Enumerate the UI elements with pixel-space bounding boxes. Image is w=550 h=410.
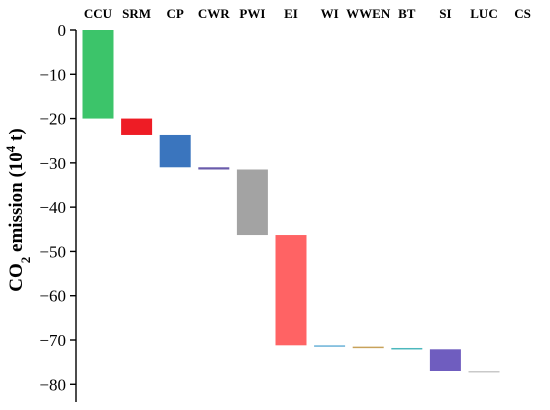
y-tick-label: −40 bbox=[39, 198, 66, 217]
bar-ccu bbox=[82, 30, 114, 119]
bar-si bbox=[429, 349, 461, 371]
category-label: BT bbox=[398, 6, 416, 21]
bar-luc bbox=[468, 371, 500, 373]
category-label: SRM bbox=[122, 6, 151, 21]
y-tick-label: −20 bbox=[39, 110, 66, 129]
y-tick-label: −10 bbox=[39, 65, 66, 84]
category-label: EI bbox=[284, 6, 298, 21]
bar-cwr bbox=[198, 167, 230, 170]
bars bbox=[82, 30, 539, 374]
bar-cs bbox=[507, 371, 539, 374]
y-tick-label: 0 bbox=[58, 21, 67, 40]
bar-pwi bbox=[236, 169, 268, 236]
y-tick-label: −70 bbox=[39, 331, 66, 350]
category-label: WI bbox=[321, 6, 339, 21]
bar-cp bbox=[159, 134, 191, 168]
y-tick-label: −50 bbox=[39, 242, 66, 261]
y-tick-label: −60 bbox=[39, 287, 66, 306]
category-label: CP bbox=[167, 6, 184, 21]
category-labels: CCU SRM CP CWR PWI EI WI WWEN BT SI LUC CS bbox=[84, 6, 531, 21]
category-label: CCU bbox=[84, 6, 113, 21]
y-axis-label: CO2 emission (104 t) bbox=[3, 128, 33, 291]
bar-srm bbox=[121, 118, 153, 135]
category-label: PWI bbox=[239, 6, 265, 21]
bar-wi bbox=[314, 345, 346, 347]
bar-bt bbox=[391, 347, 423, 350]
bar-ei bbox=[275, 235, 307, 346]
category-label: LUC bbox=[470, 6, 497, 21]
bar-wwen bbox=[352, 346, 384, 349]
y-axis: 0 −10 −20 −30 −40 −50 −60 −70 −80 bbox=[39, 21, 77, 402]
y-tick-label: −80 bbox=[39, 375, 66, 394]
category-label: WWEN bbox=[346, 6, 391, 21]
category-label: SI bbox=[439, 6, 451, 21]
y-tick-label: −30 bbox=[39, 154, 66, 173]
category-label: CS bbox=[514, 6, 531, 21]
category-label: CWR bbox=[198, 6, 230, 21]
